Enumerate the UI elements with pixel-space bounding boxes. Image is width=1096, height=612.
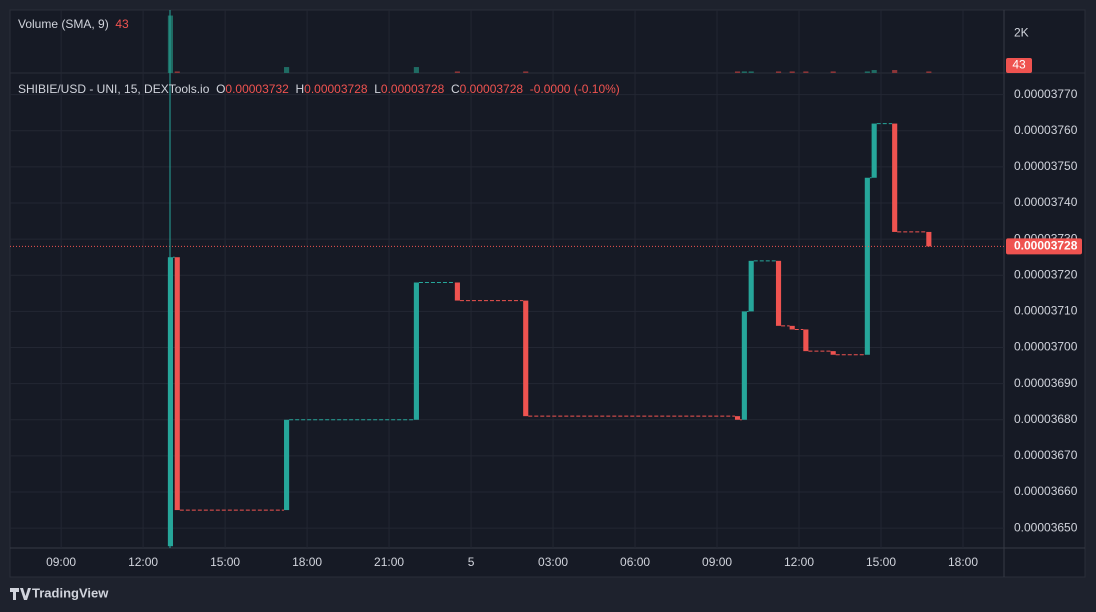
axes: 09:00 12:00 15:00 18:00 21:00 5 03:00 06:00 09:0…	[46, 26, 1082, 569]
y-tick-label: 0.00003690	[1014, 376, 1078, 390]
candle-body	[284, 419, 290, 511]
y-tick-label: 0.00003710	[1014, 304, 1078, 318]
ohlc-value: 0.00003732	[225, 82, 289, 96]
volume-bar	[748, 71, 754, 73]
volume-bar	[892, 70, 898, 73]
x-tick-label: 09:00	[46, 555, 76, 569]
ohlc-key: O	[216, 82, 226, 96]
ohlc-key: L	[374, 82, 381, 96]
x-tick-label: 06:00	[620, 555, 650, 569]
candle-body	[803, 329, 809, 352]
x-tick-label: 03:00	[538, 555, 568, 569]
brand-logo	[10, 588, 31, 600]
x-tick-label: 09:00	[702, 555, 732, 569]
y-tick-label: 0.00003700	[1014, 340, 1078, 354]
y-tick-label: 0.00003750	[1014, 159, 1078, 173]
volume-bar	[523, 71, 529, 73]
y-tick-label: 0.00003760	[1014, 123, 1078, 137]
volume-sma: 43	[115, 17, 129, 31]
volume-legend: Volume (SMA, 9) 43	[18, 17, 129, 31]
volume-bar	[174, 71, 180, 73]
ohlc-key: C	[451, 82, 460, 96]
volume-bar	[803, 71, 809, 73]
candle-body	[734, 416, 741, 420]
volume-bar	[871, 70, 877, 73]
candle-body	[892, 123, 898, 232]
candle-body	[454, 282, 460, 301]
candle-body	[748, 260, 754, 312]
volume-bar	[830, 71, 836, 73]
y-tick-label: 0.00003720	[1014, 267, 1078, 281]
ohlc-key: H	[295, 82, 305, 96]
x-tick-label: 21:00	[374, 555, 404, 569]
ohlc-value: 0.00003728	[459, 82, 524, 96]
volume-bar	[864, 71, 870, 73]
x-tick-label: 12:00	[128, 555, 158, 569]
x-tick-label: 12:00	[784, 555, 814, 569]
volume-title: Volume (SMA, 9)	[18, 17, 109, 31]
candle-body	[775, 260, 782, 326]
grid	[10, 10, 1004, 548]
last-price-label: 0.00003728	[1014, 239, 1078, 253]
candle-body	[926, 231, 932, 247]
candle-body	[741, 311, 747, 420]
ohlc-value: 0.00003728	[304, 82, 368, 96]
volume-bar	[789, 71, 795, 73]
x-tick-label: 18:00	[948, 555, 978, 569]
candle-body	[523, 300, 529, 417]
volume-bar	[454, 71, 460, 73]
change: -0.0000 (-0.10%)	[529, 82, 620, 96]
volume-bar	[741, 71, 747, 73]
volume-bar	[413, 67, 419, 73]
candle-body	[789, 325, 795, 330]
y-tick-label: 0.00003770	[1014, 87, 1078, 101]
symbol: SHIBIE/USD - UNI, 15, DEXTools.io	[18, 82, 210, 96]
candle-body	[174, 257, 180, 511]
y-tick-label: 0.00003740	[1014, 195, 1078, 209]
brand: TradingView	[32, 585, 109, 600]
x-tick-label: 15:00	[210, 555, 240, 569]
chart-panel	[9, 9, 1086, 578]
volume-sma-box	[1006, 58, 1032, 73]
y-tick-label: 0.00003680	[1014, 412, 1078, 426]
y-tick-label: 0.00003650	[1014, 520, 1078, 534]
y-tick-label: 0.00003670	[1014, 448, 1078, 462]
candle-body	[871, 123, 877, 178]
x-tick-label: 15:00	[866, 555, 896, 569]
y-tick-label: 0.00003660	[1014, 484, 1078, 498]
candle-body	[830, 351, 836, 355]
volume-tick-label: 2K	[1014, 26, 1029, 40]
x-tick-label: 5	[468, 555, 475, 569]
volume-bar	[734, 71, 741, 73]
volume-bar	[775, 71, 782, 73]
candle-body	[864, 177, 870, 355]
last-price-box	[1006, 238, 1082, 255]
candle-body	[413, 282, 419, 420]
volume-bar	[284, 67, 290, 73]
ohlc-value: 0.00003728	[380, 82, 445, 96]
volume-bar	[926, 71, 932, 73]
ohlc-legend: SHIBIE/USD - UNI, 15, DEXTools.io O0.000…	[18, 82, 620, 96]
x-tick-label: 18:00	[292, 555, 322, 569]
volume-sma-label: 43	[1012, 58, 1026, 72]
